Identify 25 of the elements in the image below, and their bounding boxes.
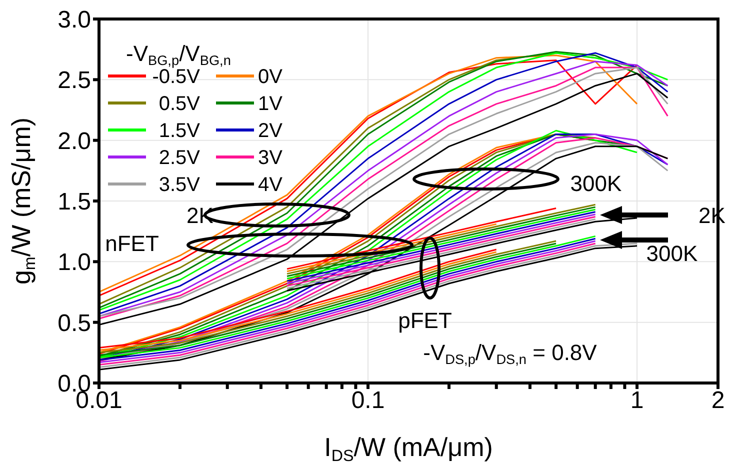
legend-label: 0.5V [158, 93, 201, 115]
x-tick-label: 2 [711, 387, 725, 414]
y-tick-label: 2.0 [58, 128, 91, 155]
legend-label: 1V [258, 93, 284, 115]
legend-label: 1.5V [158, 120, 201, 142]
legend-label: 3V [258, 147, 284, 169]
y-tick-label: 1.5 [58, 188, 91, 216]
legend-label: 2V [258, 120, 284, 142]
x-tick-label: 1 [630, 387, 644, 414]
y-tick-label: 2.5 [58, 67, 91, 94]
annotation: nFET [105, 231, 159, 256]
legend-label: 4V [258, 174, 284, 196]
annotation: -V$_{DS,p}$/V$_{DS,n}$ = 0.8V [423, 340, 598, 368]
x-tick-label: 0.1 [351, 387, 385, 414]
y-tick-label: 1.0 [58, 249, 91, 276]
annotation: 300K [570, 171, 622, 196]
y-tick-label: 3.0 [58, 6, 91, 34]
legend-label: 0V [258, 66, 284, 88]
legend-title: -V$_{BG,p}$/V$_{BG,n}$ [126, 41, 231, 68]
annotation: 300K [646, 241, 698, 266]
annotation: pFET [398, 308, 452, 333]
legend-label: 2.5V [158, 147, 201, 169]
x-axis-title: I$_{DS}$/W (mA/μm) [324, 432, 493, 464]
y-tick-label: 0.5 [58, 310, 91, 337]
legend-label: 3.5V [158, 174, 201, 196]
